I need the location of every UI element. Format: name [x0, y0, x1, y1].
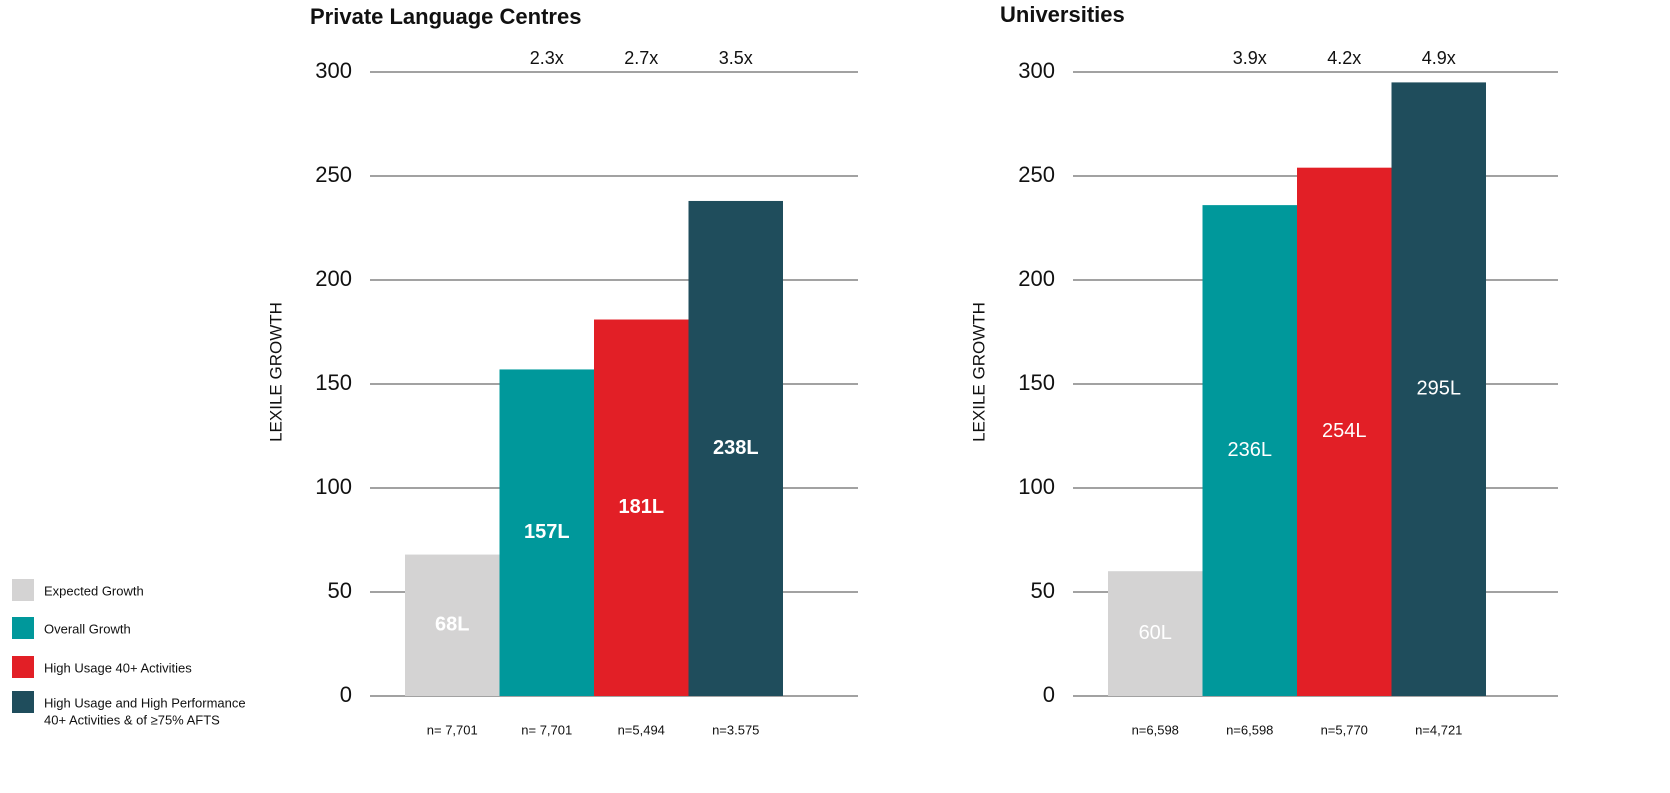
data-label: 238L	[713, 437, 759, 459]
bar	[688, 200, 783, 696]
legend-label: High Usage 40+ Activities	[44, 660, 192, 675]
x-tick-label: n=5,494	[618, 722, 665, 737]
y-tick-label: 100	[315, 474, 352, 499]
chart-title: Private Language Centres	[310, 4, 581, 29]
bar	[594, 319, 689, 696]
data-label: 68L	[435, 614, 469, 636]
x-tick-label: n=6,598	[1226, 722, 1273, 737]
y-tick-label: 200	[315, 266, 352, 291]
x-tick-label: n= 7,701	[427, 722, 478, 737]
annotation: 4.9x	[1422, 48, 1456, 68]
annotation: 3.9x	[1233, 48, 1267, 68]
y-tick-label: 100	[1018, 474, 1055, 499]
bar	[1202, 205, 1297, 696]
bar	[1108, 571, 1203, 696]
bar	[499, 369, 594, 696]
y-axis-label: LEXILE GROWTH	[266, 302, 285, 442]
annotation: 3.5x	[719, 48, 753, 68]
legend-swatch	[12, 656, 34, 678]
data-label: 236L	[1228, 439, 1273, 461]
y-tick-label: 150	[1018, 370, 1055, 395]
y-tick-label: 200	[1018, 266, 1055, 291]
y-tick-label: 250	[1018, 162, 1055, 187]
x-tick-label: n=3.575	[712, 722, 759, 737]
chart-title: Universities	[1000, 2, 1125, 27]
x-tick-label: n=6,598	[1132, 722, 1179, 737]
y-tick-label: 250	[315, 162, 352, 187]
annotation: 2.3x	[530, 48, 564, 68]
bar	[405, 554, 500, 696]
y-tick-label: 50	[328, 578, 352, 603]
annotation: 4.2x	[1327, 48, 1361, 68]
data-label: 254L	[1322, 420, 1367, 442]
data-label: 295L	[1417, 377, 1462, 399]
data-label: 157L	[524, 521, 570, 543]
bar	[1297, 167, 1392, 696]
legend-swatch	[12, 617, 34, 639]
y-tick-label: 300	[1018, 58, 1055, 83]
y-tick-label: 0	[1043, 682, 1055, 707]
y-tick-label: 0	[340, 682, 352, 707]
x-tick-label: n=5,770	[1321, 722, 1368, 737]
legend-swatch	[12, 691, 34, 713]
y-tick-label: 50	[1031, 578, 1055, 603]
y-tick-label: 150	[315, 370, 352, 395]
y-axis-label: LEXILE GROWTH	[969, 302, 988, 442]
legend-label: Overall Growth	[44, 621, 131, 636]
x-tick-label: n= 7,701	[521, 722, 572, 737]
annotation: 2.7x	[624, 48, 658, 68]
data-label: 181L	[618, 496, 664, 518]
legend-label: Expected Growth	[44, 583, 144, 598]
y-tick-label: 300	[315, 58, 352, 83]
legend-swatch	[12, 579, 34, 601]
x-tick-label: n=4,721	[1415, 722, 1462, 737]
data-label: 60L	[1139, 622, 1172, 644]
bar	[1391, 82, 1486, 696]
legend-label: High Usage and High Performance	[44, 695, 246, 710]
legend-label: 40+ Activities & of ≥75% AFTS	[44, 712, 220, 727]
